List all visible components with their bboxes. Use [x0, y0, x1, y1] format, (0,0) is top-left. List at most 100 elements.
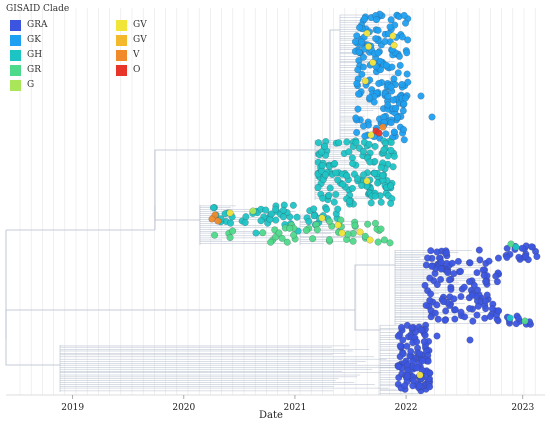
data-point-gv: [318, 214, 326, 222]
data-point-gh: [377, 198, 385, 206]
data-point-gk: [358, 70, 366, 78]
data-point-gh: [358, 181, 366, 189]
data-point-v: [214, 217, 222, 225]
data-point-gh: [310, 205, 318, 213]
data-point-gr: [267, 238, 275, 246]
data-point-gh: [242, 213, 250, 221]
data-point-gra: [482, 297, 490, 305]
data-point-gra: [457, 308, 465, 316]
data-point-gra: [466, 304, 474, 312]
data-point-gra: [454, 257, 462, 265]
data-point-gra: [396, 342, 404, 350]
data-point-gh: [343, 138, 351, 146]
data-point-gra: [445, 276, 453, 284]
data-point-gk: [375, 80, 383, 88]
data-point-gra: [408, 324, 416, 332]
data-point-gv: [389, 32, 397, 40]
data-point-gh: [289, 201, 297, 209]
data-point-gk: [354, 105, 362, 113]
data-point-gh: [387, 182, 395, 190]
data-point-gh: [323, 205, 331, 213]
data-point-gh: [293, 213, 301, 221]
data-point-gk: [372, 16, 380, 24]
legend-item: GR: [10, 64, 41, 76]
data-point-gra: [451, 306, 459, 314]
data-point-gh: [512, 243, 520, 251]
data-point-gh: [390, 152, 398, 160]
data-point-gra: [450, 270, 458, 278]
data-point-gra: [427, 290, 435, 298]
data-point-gk: [361, 15, 369, 23]
data-point-gk: [404, 78, 412, 86]
data-point-gra: [422, 301, 430, 309]
data-point-gh: [354, 175, 362, 183]
data-point-gh: [322, 171, 330, 179]
data-point-gh: [506, 314, 514, 322]
data-point-gr: [325, 217, 333, 225]
data-point-gk: [386, 23, 394, 31]
data-point-gv: [366, 236, 374, 244]
data-point-gk: [398, 33, 406, 41]
data-point-gra: [413, 338, 421, 346]
data-point-gra: [431, 309, 439, 317]
data-point-gh: [359, 148, 367, 156]
data-point-gr: [286, 224, 294, 232]
data-point-gra: [403, 372, 411, 380]
legend-label: GRA: [27, 20, 48, 30]
x-tick-label: 2019: [61, 403, 84, 413]
data-point-gra: [433, 301, 441, 309]
data-point-gr: [364, 220, 372, 228]
data-point-gk: [370, 98, 378, 106]
data-point-gk: [356, 24, 364, 32]
data-point-gk: [382, 61, 390, 69]
data-point-gh: [272, 216, 280, 224]
data-point-gra: [442, 249, 450, 257]
data-point-gr: [290, 231, 298, 239]
legend-label: GK: [27, 35, 41, 45]
data-point-gh: [227, 219, 235, 227]
data-point-gra: [437, 258, 445, 266]
data-point-gh: [345, 197, 353, 205]
data-point-gra: [451, 315, 459, 323]
data-point-gra: [466, 278, 474, 286]
data-point-gh: [317, 148, 325, 156]
tree-branch: [329, 29, 340, 150]
data-point-gh: [319, 194, 327, 202]
data-point-gra: [424, 254, 432, 262]
legend-swatch: [10, 19, 21, 31]
tree-branch: [154, 205, 200, 221]
legend-swatch: [116, 19, 127, 31]
legend-item: GV: [116, 34, 147, 46]
data-point-gra: [533, 253, 541, 261]
data-point-gra: [461, 313, 469, 321]
data-point-gr: [275, 229, 283, 237]
data-point-gra: [503, 253, 511, 261]
data-point-gra: [450, 295, 458, 303]
data-point-gra: [399, 350, 407, 358]
tree-branch: [5, 309, 355, 338]
data-point-gr: [361, 232, 369, 240]
data-point-gra: [447, 285, 455, 293]
data-point-gk: [355, 48, 363, 56]
data-point-gv: [363, 29, 371, 37]
data-point-gra: [460, 283, 468, 291]
legend-swatch: [10, 64, 21, 76]
data-point-gr: [521, 317, 529, 325]
data-point-gk: [372, 35, 380, 43]
data-point-v: [208, 215, 216, 223]
data-point-gr: [351, 221, 359, 229]
data-point-gh: [332, 169, 340, 177]
data-point-gra: [468, 291, 476, 299]
data-point-gh: [314, 139, 322, 147]
data-point-gr: [229, 227, 237, 235]
data-point-gra: [518, 244, 526, 252]
data-point-gr: [386, 239, 394, 247]
data-point-gv: [226, 209, 234, 217]
data-point-gra: [473, 269, 481, 277]
data-point-gra: [482, 305, 490, 313]
data-point-gk: [401, 94, 409, 102]
data-point-gh: [339, 180, 347, 188]
data-point-gk: [384, 93, 392, 101]
tree-branch: [354, 310, 380, 331]
x-tick-label: 2023: [511, 403, 534, 413]
